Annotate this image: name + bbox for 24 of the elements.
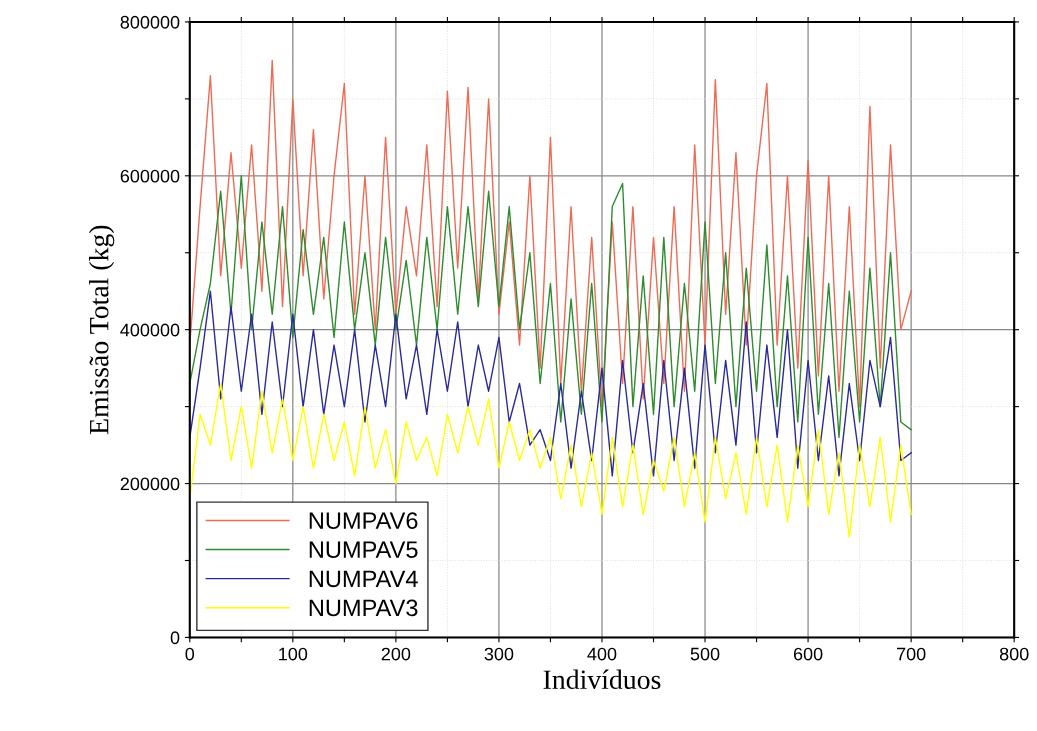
legend-label: NUMPAV5: [309, 541, 418, 559]
legend-label: NUMPAV3: [309, 599, 418, 617]
x-tick-label: 200: [381, 647, 411, 661]
y-tick-label: 0: [170, 631, 180, 645]
line-series: [189, 382, 912, 539]
x-tick-label: 0: [185, 647, 195, 661]
x-tick-label: 300: [484, 647, 514, 661]
line-series: [189, 59, 912, 408]
x-tick-label: 600: [793, 647, 823, 661]
x-tick-label: 700: [897, 647, 926, 661]
y-tick-label: 200000: [120, 477, 180, 491]
line-series: [189, 290, 912, 477]
y-tick-label: 400000: [120, 323, 180, 337]
x-tick-label: 500: [690, 647, 720, 661]
x-tick-label: 800: [999, 647, 1029, 661]
x-axis-title: Indivíduos: [543, 669, 661, 690]
x-tick-label: 400: [587, 647, 617, 661]
x-tick-label: 100: [279, 647, 308, 661]
y-axis-title: Emissão Total (kg): [88, 225, 115, 435]
legend-label: NUMPAV4: [309, 570, 418, 588]
legend-label: NUMPAV6: [309, 512, 418, 529]
line-series: [189, 175, 912, 439]
y-tick-label: 800000: [120, 15, 180, 29]
y-tick-label: 600000: [120, 169, 180, 183]
